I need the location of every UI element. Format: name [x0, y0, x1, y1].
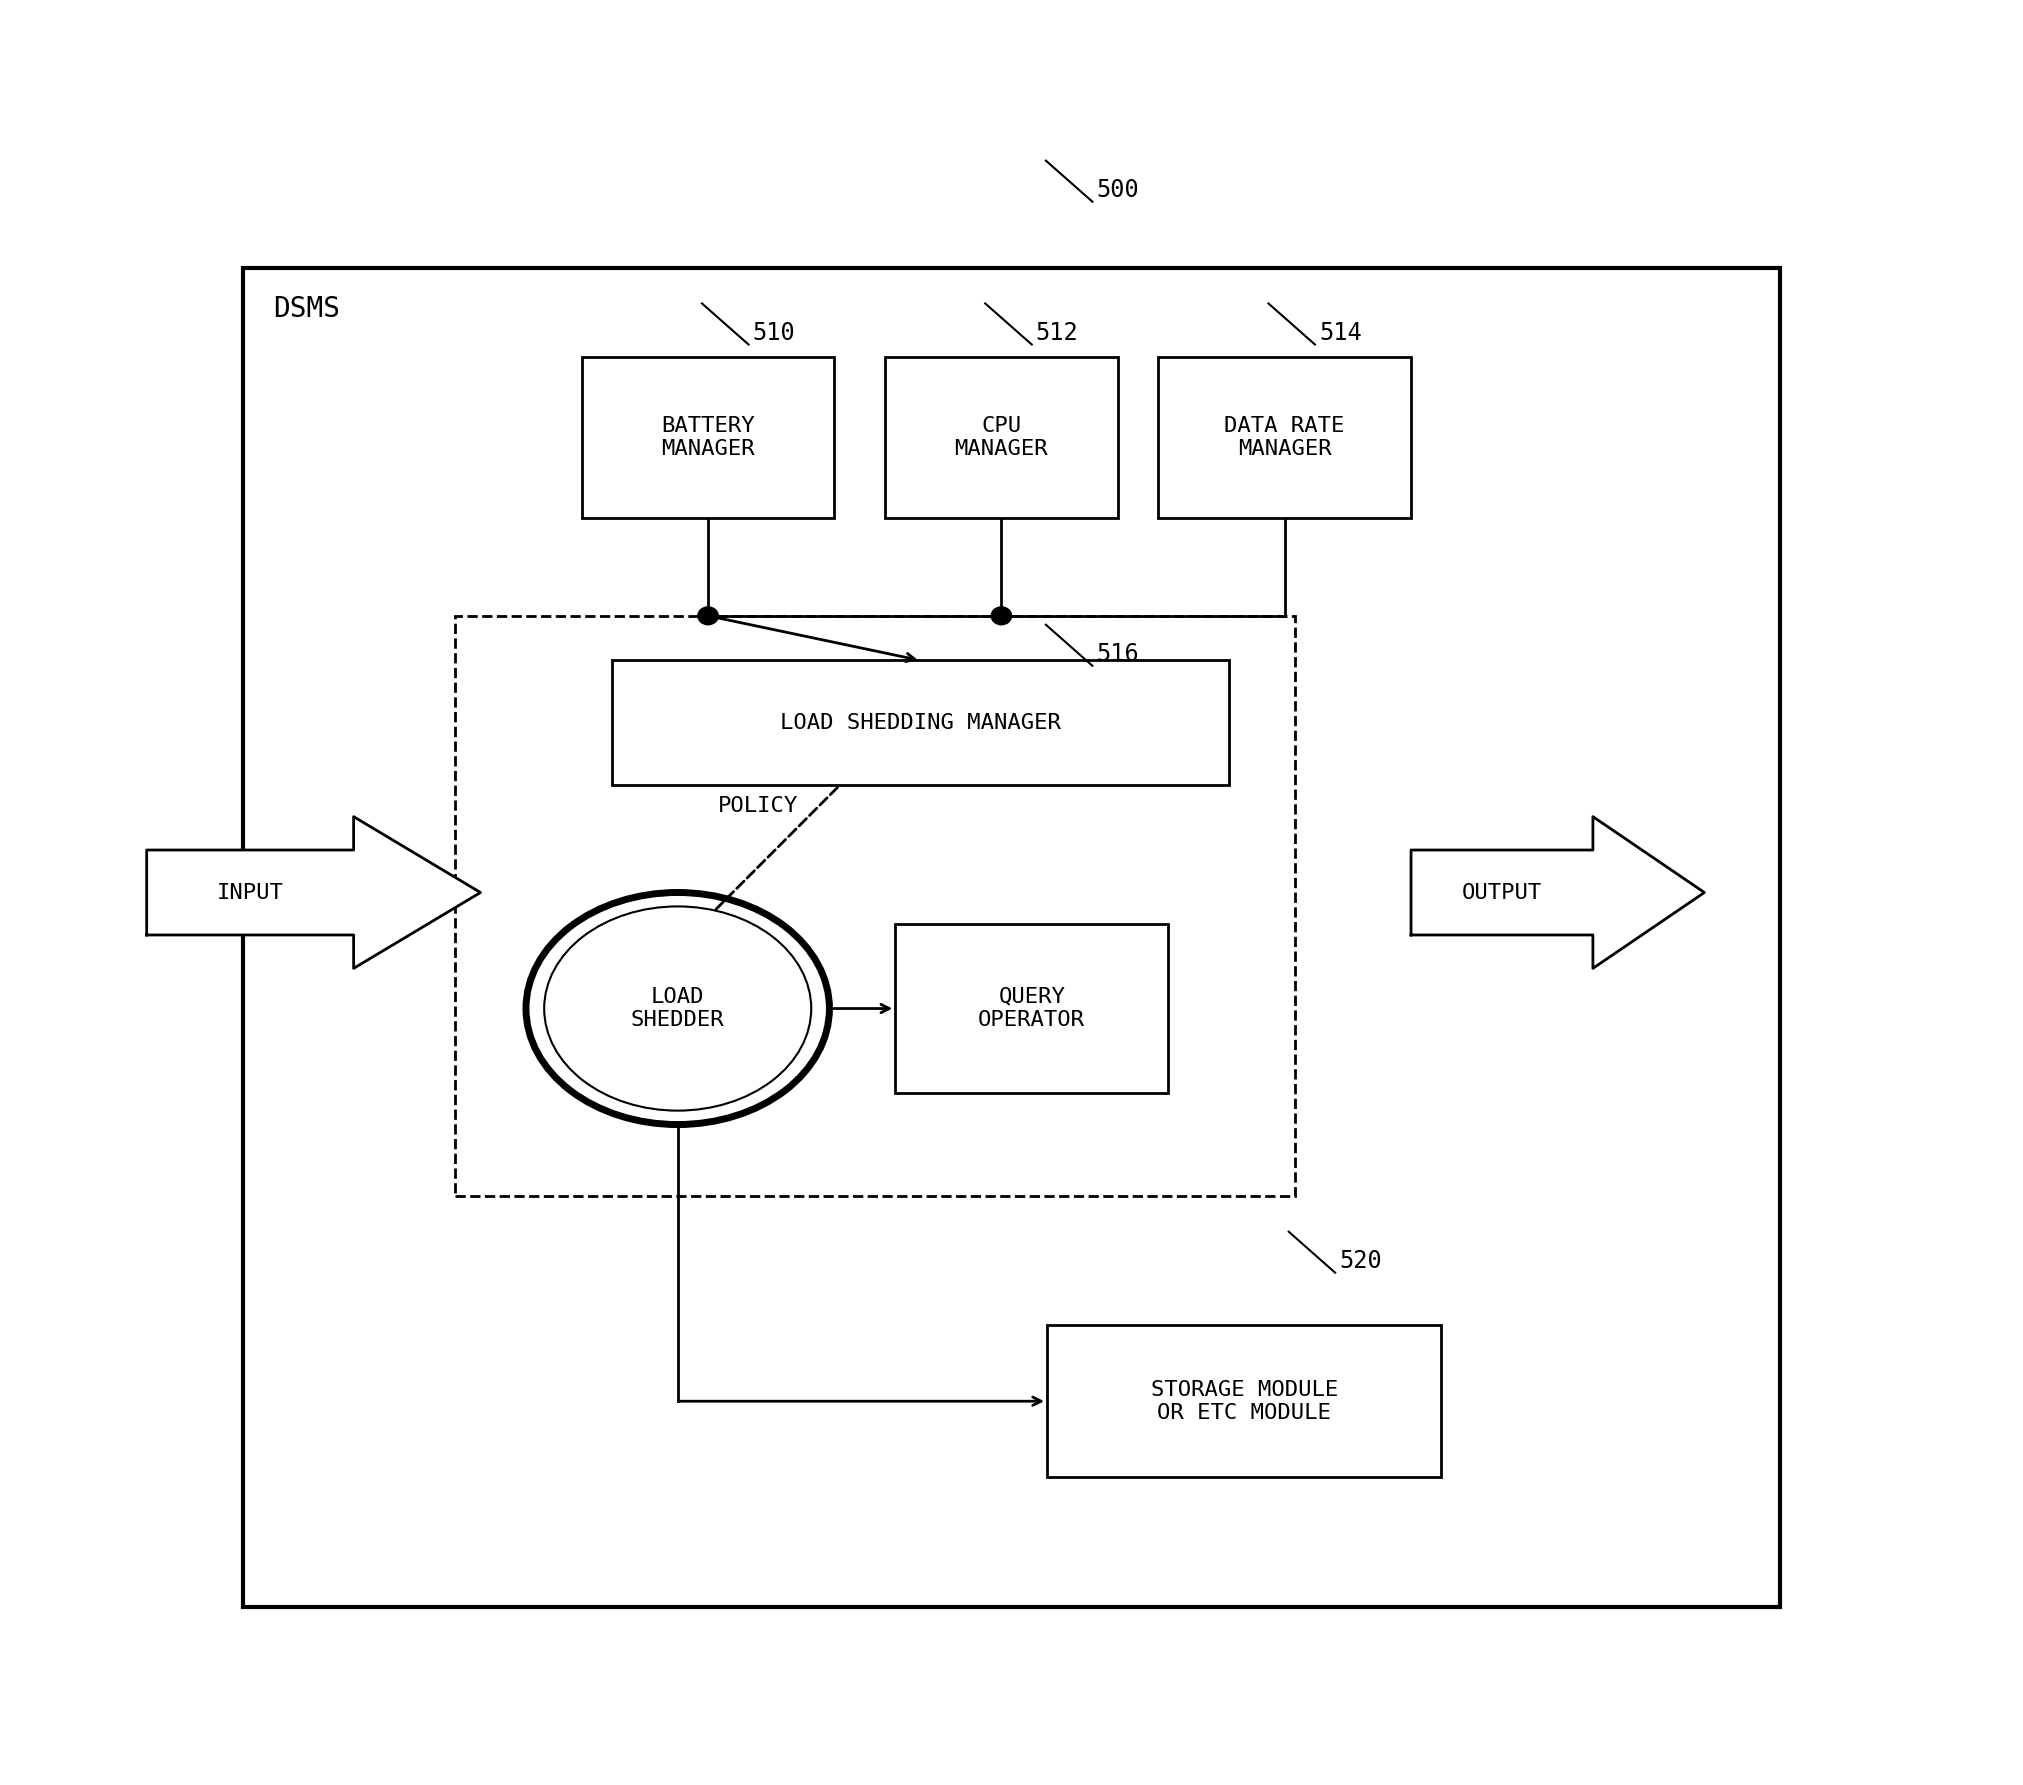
FancyBboxPatch shape — [583, 357, 833, 518]
Text: DATA RATE
MANAGER: DATA RATE MANAGER — [1224, 416, 1345, 459]
Text: 500: 500 — [1096, 178, 1139, 202]
Text: 516: 516 — [1096, 643, 1139, 666]
Circle shape — [991, 607, 1012, 625]
FancyBboxPatch shape — [884, 357, 1117, 518]
Text: 510: 510 — [753, 321, 795, 345]
Polygon shape — [148, 818, 479, 967]
Text: 520: 520 — [1339, 1250, 1382, 1273]
FancyBboxPatch shape — [1048, 1324, 1440, 1478]
FancyBboxPatch shape — [894, 925, 1169, 1092]
FancyBboxPatch shape — [243, 268, 1780, 1606]
Ellipse shape — [544, 907, 811, 1110]
Text: BATTERY
MANAGER: BATTERY MANAGER — [662, 416, 755, 459]
Text: 512: 512 — [1036, 321, 1078, 345]
Ellipse shape — [526, 892, 829, 1125]
Circle shape — [698, 607, 718, 625]
Text: INPUT: INPUT — [216, 882, 283, 903]
Text: QUERY
OPERATOR: QUERY OPERATOR — [979, 987, 1084, 1030]
Text: 514: 514 — [1319, 321, 1361, 345]
Text: POLICY: POLICY — [718, 796, 799, 816]
FancyBboxPatch shape — [611, 660, 1228, 785]
FancyBboxPatch shape — [1157, 357, 1410, 518]
Text: OUTPUT: OUTPUT — [1463, 882, 1542, 903]
Text: CPU
MANAGER: CPU MANAGER — [955, 416, 1048, 459]
Text: LOAD
SHEDDER: LOAD SHEDDER — [631, 987, 724, 1030]
Polygon shape — [1410, 818, 1703, 967]
Text: STORAGE MODULE
OR ETC MODULE: STORAGE MODULE OR ETC MODULE — [1151, 1380, 1337, 1423]
Text: LOAD SHEDDING MANAGER: LOAD SHEDDING MANAGER — [781, 712, 1060, 734]
Text: DSMS: DSMS — [273, 295, 340, 323]
